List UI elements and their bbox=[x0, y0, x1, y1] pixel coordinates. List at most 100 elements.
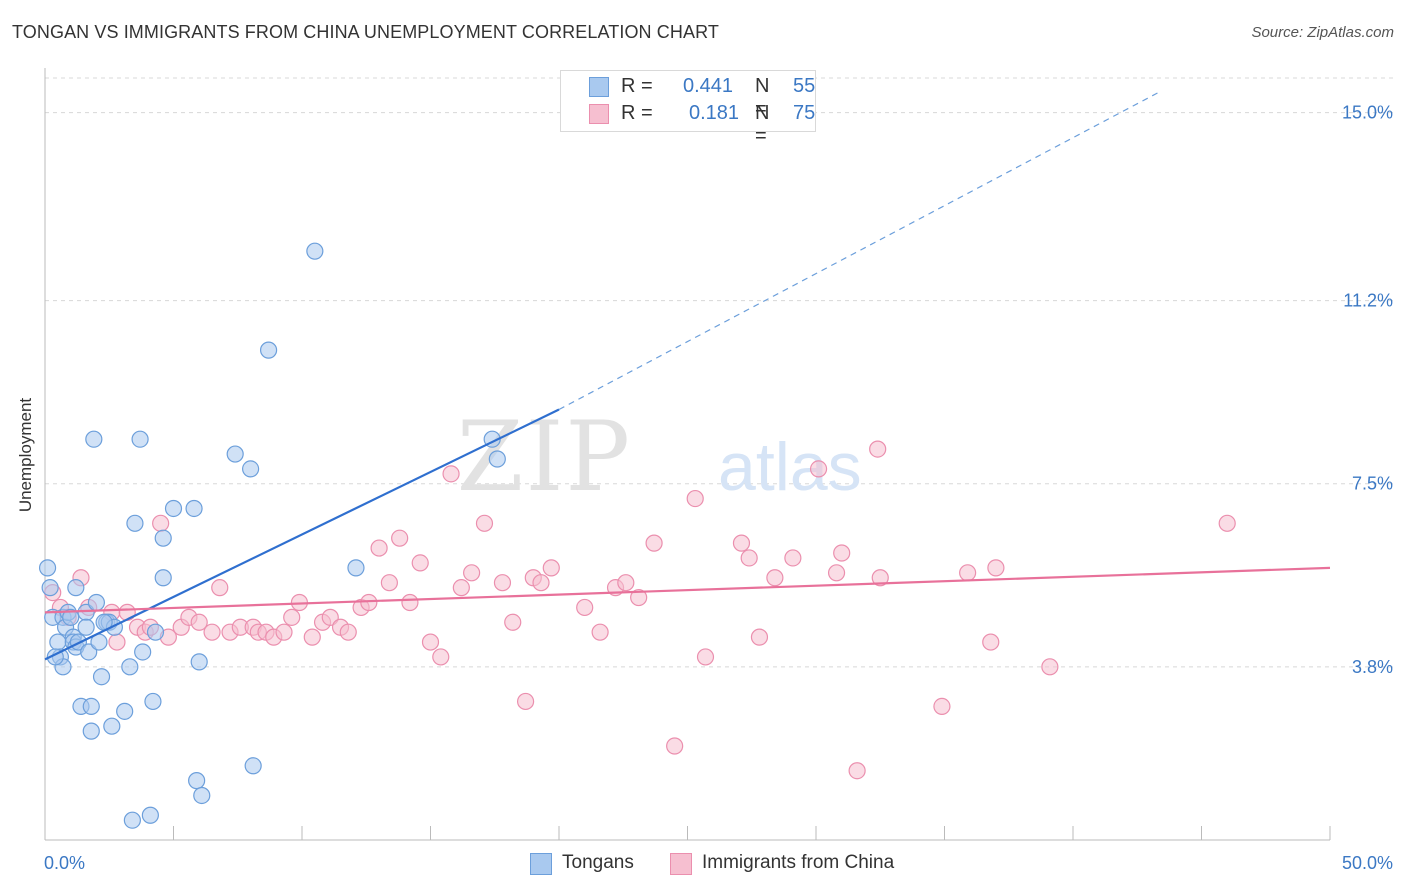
china-point bbox=[275, 623, 293, 641]
china-point bbox=[827, 564, 846, 582]
tongan-point bbox=[82, 697, 100, 716]
tongan-point bbox=[82, 722, 100, 740]
watermark-atlas: atlas bbox=[718, 429, 862, 505]
tongans-trend-extension bbox=[558, 92, 1159, 411]
gridlines bbox=[45, 77, 1393, 668]
tongan-point bbox=[164, 499, 183, 518]
china-point bbox=[833, 544, 851, 562]
china-point bbox=[784, 549, 802, 567]
china-point bbox=[442, 465, 460, 483]
chart-title: TONGAN VS IMMIGRANTS FROM CHINA UNEMPLOY… bbox=[12, 22, 719, 42]
r-value: 0.181 bbox=[689, 102, 740, 124]
tongan-point bbox=[306, 242, 324, 260]
china-point bbox=[432, 648, 450, 666]
china-point bbox=[391, 529, 409, 547]
legend-label-china: Immigrants from China bbox=[702, 852, 895, 873]
china-point bbox=[959, 564, 977, 582]
china-point bbox=[696, 648, 715, 666]
china-trend-line bbox=[44, 566, 1331, 614]
china-point bbox=[516, 692, 535, 711]
tongan-point bbox=[185, 499, 203, 518]
china-point bbox=[411, 554, 429, 572]
tongan-point bbox=[92, 668, 111, 686]
tongan-point bbox=[146, 623, 165, 641]
china-point bbox=[475, 514, 494, 532]
tongan-point bbox=[87, 593, 106, 612]
china-point bbox=[493, 574, 512, 592]
china-point bbox=[732, 534, 751, 552]
r-label: R = bbox=[621, 75, 653, 97]
china-point bbox=[645, 534, 663, 552]
tongan-point bbox=[188, 772, 206, 790]
china-point bbox=[211, 579, 229, 597]
china-point bbox=[421, 633, 440, 651]
tongan-point bbox=[116, 702, 134, 720]
n-label: N = bbox=[755, 102, 770, 147]
china-point bbox=[576, 598, 594, 617]
china-point bbox=[869, 440, 887, 458]
tongan-point bbox=[134, 643, 152, 661]
tongan-point bbox=[141, 806, 159, 824]
china-point bbox=[1041, 658, 1059, 676]
china-point bbox=[380, 574, 398, 592]
china-point bbox=[740, 549, 758, 567]
source-label: Source: ZipAtlas.com bbox=[1251, 24, 1394, 41]
y-tick-label: 3.8% bbox=[1352, 657, 1393, 677]
china-point bbox=[452, 579, 470, 597]
tongan-point bbox=[67, 579, 85, 597]
tongan-point bbox=[244, 757, 262, 775]
tongan-point bbox=[123, 811, 141, 829]
tongan-point bbox=[226, 445, 244, 463]
china-point bbox=[108, 633, 126, 651]
china-point bbox=[203, 623, 221, 641]
r-label: R = bbox=[621, 102, 653, 124]
china-point bbox=[401, 593, 419, 612]
china-point bbox=[283, 608, 301, 626]
legend-label-tongans: Tongans bbox=[562, 852, 634, 873]
tongan-point bbox=[347, 559, 365, 577]
swatch-china bbox=[589, 104, 609, 124]
china-point bbox=[766, 569, 784, 587]
watermark: ZIP atlas bbox=[457, 401, 862, 513]
y-tick-label: 7.5% bbox=[1352, 474, 1393, 494]
n-label: N = bbox=[755, 75, 770, 120]
china-point bbox=[987, 559, 1005, 577]
tongan-point bbox=[131, 430, 149, 448]
tongan-point bbox=[49, 633, 67, 651]
correlation-legend: R = 0.441 N = 55 R = 0.181 N = 75 bbox=[560, 70, 816, 147]
series-tongans bbox=[38, 242, 506, 829]
tongan-point bbox=[62, 608, 80, 626]
swatch-china bbox=[670, 853, 692, 875]
x-tick-label: 0.0% bbox=[44, 853, 85, 873]
tongan-point bbox=[77, 618, 95, 636]
china-point bbox=[152, 514, 170, 532]
china-point bbox=[686, 489, 704, 508]
tongan-point bbox=[41, 579, 59, 597]
china-point bbox=[809, 460, 828, 478]
tongan-point bbox=[85, 430, 103, 448]
tick-labels: 3.8% 7.5% 11.2% 15.0% 0.0% 50.0% bbox=[44, 103, 1393, 873]
y-tick-label: 15.0% bbox=[1342, 103, 1393, 123]
tongan-point bbox=[121, 658, 139, 676]
china-point bbox=[303, 628, 321, 646]
tongan-point bbox=[80, 643, 98, 661]
x-tick-label: 50.0% bbox=[1342, 853, 1393, 873]
series-immigrants-from-china bbox=[44, 440, 1236, 780]
n-value: 75 bbox=[793, 102, 816, 124]
china-point bbox=[463, 564, 481, 582]
china-point bbox=[370, 539, 388, 557]
tongan-point bbox=[144, 692, 162, 711]
n-value: 55 bbox=[793, 75, 816, 97]
y-tick-label: 11.2% bbox=[1343, 291, 1393, 311]
china-point bbox=[504, 613, 522, 631]
swatch-tongans bbox=[589, 77, 609, 97]
china-point bbox=[190, 613, 208, 631]
tongan-point bbox=[38, 559, 57, 577]
r-value: 0.441 bbox=[683, 75, 734, 97]
china-point bbox=[321, 608, 339, 626]
china-point bbox=[118, 603, 136, 621]
china-point bbox=[630, 588, 648, 607]
china-point bbox=[666, 737, 684, 755]
tongan-point bbox=[190, 653, 208, 671]
china-point bbox=[617, 574, 635, 592]
